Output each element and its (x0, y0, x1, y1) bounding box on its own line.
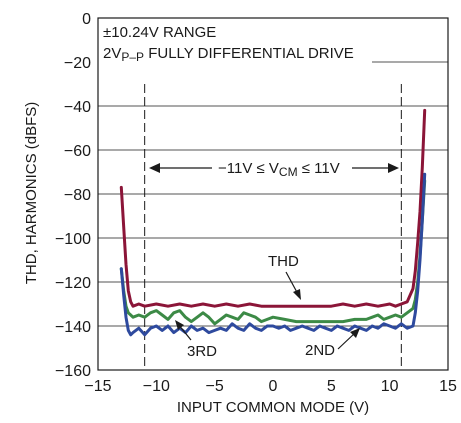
y-tick-label: −100 (55, 231, 91, 248)
y-tick-label: −60 (64, 143, 91, 160)
3rd-label-arrowhead (175, 320, 184, 330)
x-tick-label: −10 (143, 378, 170, 395)
y-tick-labels: 0 −20 −40 −60 −80 −100 −120 −140 −160 (55, 11, 91, 380)
range-annotation: ±10.24V RANGE (103, 24, 216, 41)
y-tick-label: −120 (55, 275, 91, 292)
x-tick-label: 10 (381, 378, 399, 395)
drive-prefix: 2V (103, 45, 121, 62)
thd-label: THD (268, 253, 299, 270)
vcm-subscript: CM (279, 165, 298, 179)
series-line-3rd (119, 179, 427, 326)
x-axis-label: INPUT COMMON MODE (V) (177, 399, 369, 416)
2nd-label-arrowhead (350, 328, 360, 338)
thd-label-arrowhead (293, 289, 301, 300)
x-tick-label: 15 (439, 378, 457, 395)
3rd-label: 3RD (187, 343, 217, 360)
x-tick-label: −15 (84, 378, 111, 395)
vcm-arrowhead-right (388, 163, 399, 173)
y-tick-label: −140 (55, 319, 91, 336)
x-tick-labels: −15 −10 −5 0 5 10 15 (84, 378, 457, 395)
x-tick-label: 0 (269, 378, 278, 395)
vcm-suffix: ≤ 11V (298, 160, 340, 177)
x-tick-label: −5 (206, 378, 224, 395)
vcm-arrowhead-left (149, 163, 160, 173)
2nd-label: 2ND (305, 342, 335, 359)
y-tick-label: −160 (55, 363, 91, 380)
plot-frame (97, 17, 449, 371)
drive-subscript: P–P (121, 50, 144, 64)
y-tick-label: −40 (64, 99, 91, 116)
y-axis-label: THD, HARMONICS (dBFS) (23, 102, 40, 285)
x-tick-label: 5 (327, 378, 336, 395)
y-tick-label: 0 (82, 11, 91, 28)
y-tick-label: −20 (64, 55, 91, 72)
vcm-annotation: −11V ≤ VCM ≤ 11V (218, 160, 340, 179)
drive-suffix: FULLY DIFFERENTIAL DRIVE (144, 45, 354, 62)
vcm-prefix: −11V ≤ V (218, 160, 279, 177)
y-tick-label: −80 (64, 187, 91, 204)
grid (98, 61, 448, 327)
drive-annotation: 2VP–P FULLY DIFFERENTIAL DRIVE (103, 45, 354, 64)
series-line-2nd (119, 172, 427, 337)
series-line-thd (119, 108, 427, 308)
series-lines (119, 108, 427, 337)
